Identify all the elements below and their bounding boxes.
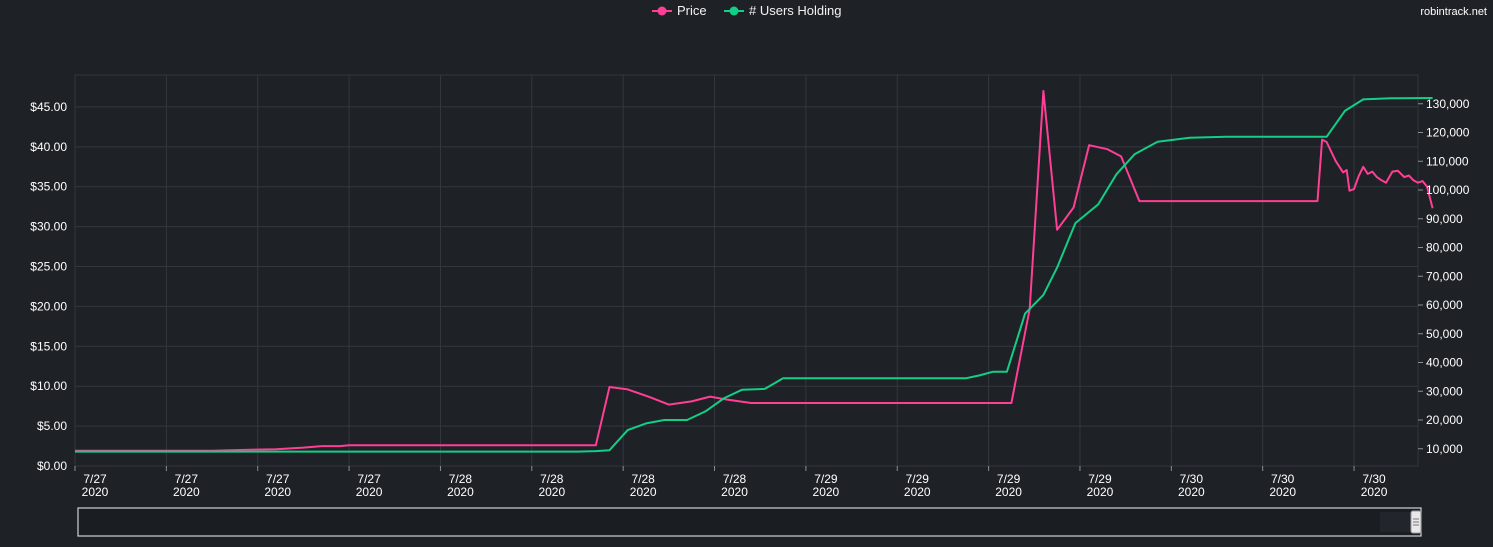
x-tick-label-date: 7/27 [357, 472, 381, 486]
y-right-tick-label: 70,000 [1426, 269, 1463, 283]
y-left-tick-label: $25.00 [30, 260, 67, 274]
x-tick-label-date: 7/29 [997, 472, 1021, 486]
y-left-tick-label: $0.00 [37, 459, 67, 473]
x-tick-label-year: 2020 [721, 485, 748, 499]
y-left-tick-label: $5.00 [37, 419, 67, 433]
x-tick-label-date: 7/27 [83, 472, 107, 486]
x-tick-label-date: 7/27 [266, 472, 290, 486]
x-tick-label-date: 7/28 [449, 472, 473, 486]
users-series-line [75, 97, 1433, 453]
x-tick-label-year: 2020 [447, 485, 474, 499]
y-left-tick-label: $45.00 [30, 100, 67, 114]
legend-marker [729, 6, 739, 16]
x-tick-label-date: 7/27 [175, 472, 199, 486]
x-tick-label-year: 2020 [264, 485, 291, 499]
y-right-tick-label: 20,000 [1426, 413, 1463, 427]
series-layer [75, 90, 1434, 453]
x-tick-label-date: 7/30 [1180, 472, 1204, 486]
y-left-tick-label: $40.00 [30, 140, 67, 154]
x-tick-label-date: 7/29 [1088, 472, 1112, 486]
legend-item-price[interactable]: Price [652, 3, 707, 18]
y-left-tick-label: $35.00 [30, 180, 67, 194]
y-right-tick-label: 50,000 [1426, 327, 1463, 341]
y-axis-right: 10,000 20,000 30,000 40,000 50,000 60,000 70,0… [1418, 97, 1470, 456]
legend[interactable]: Price # Users Holding [652, 3, 842, 18]
x-tick-label-date: 7/30 [1362, 472, 1386, 486]
x-tick-label-year: 2020 [1087, 485, 1114, 499]
x-tick-label-year: 2020 [630, 485, 657, 499]
x-tick-label-year: 2020 [173, 485, 200, 499]
x-tick-label-date: 7/29 [814, 472, 838, 486]
y-right-tick-label: 130,000 [1426, 97, 1470, 111]
y-axis-left: $0.00 $5.00 $10.00 $15.00 $20.00 $25.00 $30.00… [30, 100, 67, 473]
plot-border [74, 74, 1419, 467]
y-left-tick-label: $30.00 [30, 220, 67, 234]
x-tick-label-year: 2020 [1269, 485, 1296, 499]
y-right-tick-label: 120,000 [1426, 126, 1470, 140]
range-navigator[interactable] [77, 507, 1422, 537]
x-tick-label-year: 2020 [538, 485, 565, 499]
x-tick-label-date: 7/28 [540, 472, 564, 486]
y-right-tick-label: 90,000 [1426, 212, 1463, 226]
legend-label: # Users Holding [749, 3, 842, 18]
navigator-handle[interactable] [1410, 510, 1422, 534]
grid [74, 74, 1419, 467]
y-left-tick-label: $10.00 [30, 379, 67, 393]
watermark-text: robintrack.net [1420, 6, 1487, 18]
x-tick-label-year: 2020 [1178, 485, 1205, 499]
y-right-tick-label: 30,000 [1426, 384, 1463, 398]
y-left-tick-label: $20.00 [30, 299, 67, 313]
x-tick-label-date: 7/30 [1271, 472, 1295, 486]
navigator-track[interactable] [77, 507, 1422, 537]
legend-marker [657, 6, 667, 16]
y-right-tick-label: 10,000 [1426, 442, 1463, 456]
y-right-tick-label: 110,000 [1426, 154, 1469, 168]
x-tick-label-year: 2020 [813, 485, 840, 499]
x-axis: 7/2720207/2720207/2720207/2720207/282020… [74, 466, 1388, 499]
price-series-line [75, 90, 1434, 452]
x-tick-label-year: 2020 [356, 485, 383, 499]
y-right-tick-label: 60,000 [1426, 298, 1463, 312]
y-left-tick-label: $15.00 [30, 339, 67, 353]
legend-label: Price [677, 3, 707, 18]
x-tick-label-date: 7/29 [906, 472, 930, 486]
x-tick-label-year: 2020 [1361, 485, 1388, 499]
x-tick-label-year: 2020 [82, 485, 109, 499]
y-right-tick-label: 80,000 [1426, 241, 1463, 255]
legend-item-users[interactable]: # Users Holding [724, 3, 842, 18]
x-tick-label-date: 7/28 [723, 472, 747, 486]
x-tick-label-year: 2020 [995, 485, 1022, 499]
y-right-tick-label: 40,000 [1426, 356, 1463, 370]
x-tick-label-date: 7/28 [631, 472, 655, 486]
x-tick-label-year: 2020 [904, 485, 931, 499]
navigator-selection[interactable] [1380, 512, 1412, 532]
y-right-tick-label: 100,000 [1426, 183, 1470, 197]
